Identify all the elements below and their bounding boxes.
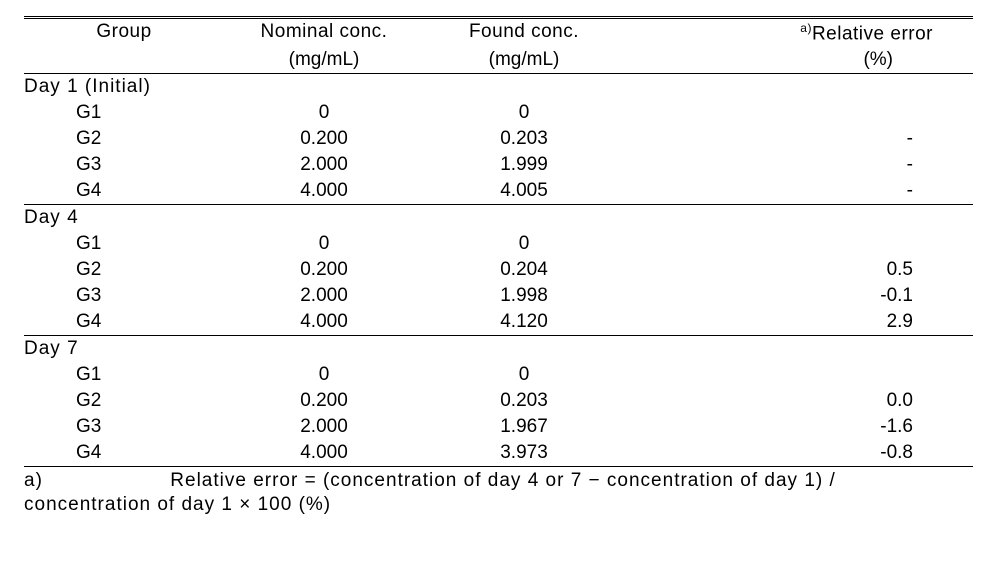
cell-found: 3.973: [424, 440, 624, 467]
cell-error: [624, 100, 973, 126]
section-day1: Day 1 (Initial): [24, 74, 973, 101]
cell-error: 0.5: [624, 257, 973, 283]
cell-nominal: 4.000: [224, 178, 424, 205]
cell-found: 1.999: [424, 152, 624, 178]
table-row: G2 0.200 0.203 0.0: [24, 388, 973, 414]
cell-found: 0.203: [424, 388, 624, 414]
cell-nominal: 0.200: [224, 126, 424, 152]
cell-nominal: 2.000: [224, 152, 424, 178]
table-row: G3 2.000 1.967 -1.6: [24, 414, 973, 440]
cell-nominal: 4.000: [224, 440, 424, 467]
cell-nominal: 0: [224, 362, 424, 388]
cell-error: -: [624, 126, 973, 152]
section-day4: Day 4: [24, 205, 973, 232]
table-row: G1 0 0: [24, 100, 973, 126]
cell-found: 4.005: [424, 178, 624, 205]
cell-nominal: 0: [224, 231, 424, 257]
cell-group: G1: [24, 362, 224, 388]
cell-nominal: 2.000: [224, 414, 424, 440]
cell-nominal: 2.000: [224, 283, 424, 309]
cell-error: [624, 362, 973, 388]
col-header-found-unit: (mg/mL): [424, 47, 624, 74]
cell-error: 0.0: [624, 388, 973, 414]
col-header-nominal: Nominal conc.: [224, 18, 424, 48]
cell-nominal: 0.200: [224, 257, 424, 283]
table-row: G2 0.200 0.203 -: [24, 126, 973, 152]
footnote-text-2: concentration of day 1 × 100 (%): [24, 494, 331, 515]
cell-group: G3: [24, 283, 224, 309]
cell-error: -: [624, 152, 973, 178]
cell-group: G4: [24, 309, 224, 336]
footnote: a) Relative error = (concentration of da…: [24, 467, 973, 517]
section-day7: Day 7: [24, 336, 973, 363]
section-label-day1: Day 1 (Initial): [24, 74, 973, 101]
cell-found: 1.967: [424, 414, 624, 440]
table-row: G4 4.000 4.120 2.9: [24, 309, 973, 336]
cell-group: G1: [24, 100, 224, 126]
section-label-day7: Day 7: [24, 336, 973, 363]
table-row: G3 2.000 1.998 -0.1: [24, 283, 973, 309]
cell-found: 0: [424, 362, 624, 388]
cell-group: G3: [24, 414, 224, 440]
col-header-found: Found conc.: [424, 18, 624, 48]
stability-table: Group Nominal conc. Found conc. a)Relati…: [24, 16, 973, 467]
footnote-marker: a): [800, 21, 812, 35]
cell-nominal: 0: [224, 100, 424, 126]
col-header-relerr-unit: (%): [624, 47, 973, 74]
table-row: G4 4.000 3.973 -0.8: [24, 440, 973, 467]
table-row: G1 0 0: [24, 231, 973, 257]
col-header-relerr-text: Relative error: [812, 23, 933, 44]
cell-error: 2.9: [624, 309, 973, 336]
cell-found: 0: [424, 231, 624, 257]
footnote-label: a): [24, 469, 164, 493]
cell-group: G3: [24, 152, 224, 178]
col-header-group: Group: [24, 18, 224, 48]
cell-found: 1.998: [424, 283, 624, 309]
section-label-day4: Day 4: [24, 205, 973, 232]
cell-error: -0.1: [624, 283, 973, 309]
cell-group: G2: [24, 126, 224, 152]
cell-error: -1.6: [624, 414, 973, 440]
table-row: G2 0.200 0.204 0.5: [24, 257, 973, 283]
table-row: G4 4.000 4.005 -: [24, 178, 973, 205]
cell-nominal: 0.200: [224, 388, 424, 414]
cell-error: [624, 231, 973, 257]
cell-error: -0.8: [624, 440, 973, 467]
table-row: G1 0 0: [24, 362, 973, 388]
cell-found: 0.203: [424, 126, 624, 152]
cell-found: 0: [424, 100, 624, 126]
table-row: G3 2.000 1.999 -: [24, 152, 973, 178]
footnote-text-1: Relative error = (concentration of day 4…: [170, 470, 836, 491]
cell-group: G2: [24, 257, 224, 283]
cell-group: G4: [24, 178, 224, 205]
cell-error: -: [624, 178, 973, 205]
cell-group: G1: [24, 231, 224, 257]
cell-nominal: 4.000: [224, 309, 424, 336]
cell-group: G4: [24, 440, 224, 467]
col-header-relerr: a)Relative error: [624, 18, 973, 48]
header-row-1: Group Nominal conc. Found conc. a)Relati…: [24, 18, 973, 48]
header-row-2: (mg/mL) (mg/mL) (%): [24, 47, 973, 74]
cell-found: 4.120: [424, 309, 624, 336]
col-header-nominal-unit: (mg/mL): [224, 47, 424, 74]
cell-found: 0.204: [424, 257, 624, 283]
cell-group: G2: [24, 388, 224, 414]
